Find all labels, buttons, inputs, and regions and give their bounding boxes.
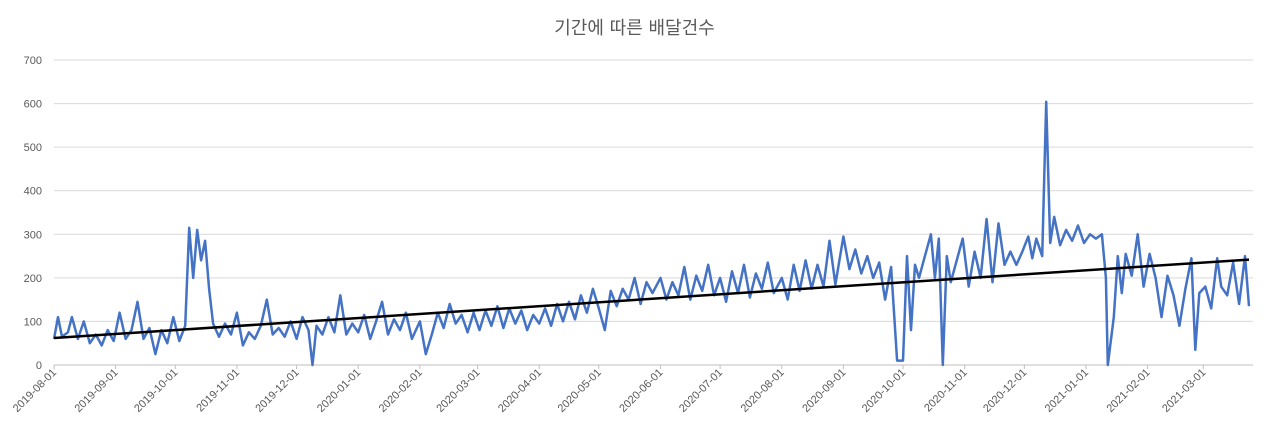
y-tick-label: 200 [24, 273, 42, 285]
x-tick-label: 2019-12-01 [253, 367, 301, 415]
x-tick-label: 2020-01-01 [315, 367, 363, 415]
x-tick-label: 2020-11-01 [922, 367, 970, 415]
x-tick-label: 2020-09-01 [800, 367, 848, 415]
x-tick-label: 2020-12-01 [981, 367, 1029, 415]
y-tick-label: 300 [24, 229, 42, 241]
x-tick-label: 2021-03-01 [1160, 367, 1208, 415]
x-tick-label: 2020-05-01 [556, 367, 604, 415]
x-tick-label: 2020-07-01 [677, 367, 725, 415]
x-tick-label: 2020-04-01 [496, 367, 544, 415]
x-tick-label: 2021-01-01 [1043, 367, 1091, 415]
y-tick-label: 500 [24, 142, 42, 154]
x-tick-label: 2019-11-01 [194, 367, 242, 415]
y-tick-label: 600 [24, 99, 42, 111]
x-tick-label: 2021-02-01 [1104, 367, 1152, 415]
x-tick-label: 2019-08-01 [11, 367, 59, 415]
x-tick-label: 2020-02-01 [377, 367, 425, 415]
x-tick-label: 2020-08-01 [739, 367, 787, 415]
series-line [52, 100, 1251, 367]
chart-title: 기간에 따른 배달건수 [554, 18, 715, 39]
trend-line [53, 258, 1250, 340]
x-tick-label: 2019-10-01 [132, 367, 180, 415]
y-tick-label: 100 [24, 316, 42, 328]
x-tick-label: 2020-06-01 [617, 367, 665, 415]
y-tick-label: 0 [36, 360, 42, 372]
x-tick-label: 2019-09-01 [72, 367, 120, 415]
x-tick-label: 2020-10-01 [860, 367, 908, 415]
y-tick-label: 700 [24, 55, 42, 67]
x-tick-label: 2020-03-01 [434, 367, 482, 415]
y-tick-label: 400 [24, 186, 42, 198]
